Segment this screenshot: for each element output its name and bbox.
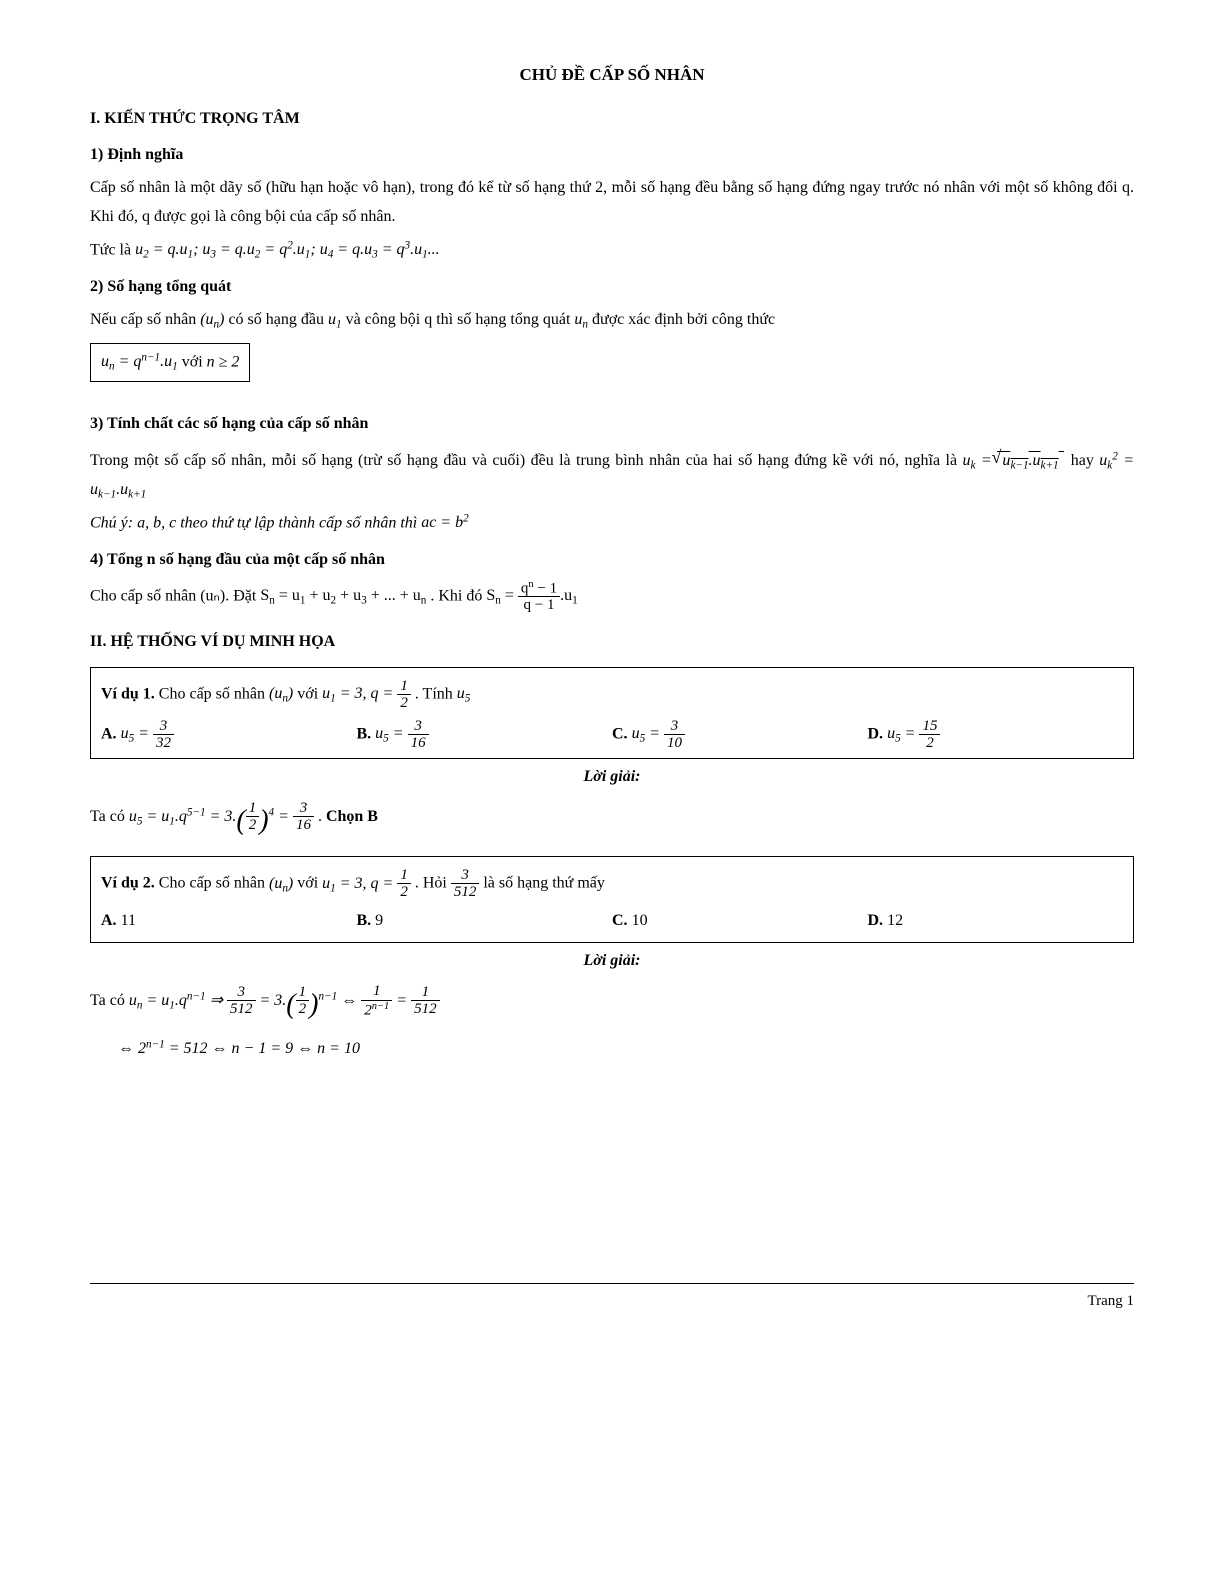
example-2-options: A. 11 B. 9 C. 10 D. 12 — [101, 907, 1123, 936]
solution-line2-formula: ⇔ 2n−1 = 512 ⇔ n − 1 = 9 ⇔ n = 10 — [118, 1040, 360, 1057]
text-b: có số hạng đầu — [228, 311, 328, 328]
option-a: A. 11 — [101, 907, 357, 936]
given-values: u1 = 3, q = 12 — [322, 685, 411, 702]
solution-2-label: Lời giải: — [90, 947, 1134, 976]
subsection-4-heading: 4) Tổng n số hạng đầu của một cấp số nhâ… — [90, 546, 1134, 575]
opt-val: 9 — [371, 912, 383, 929]
note-paragraph: Chú ý: a, b, c theo thứ tự lập thành cấp… — [90, 509, 1134, 538]
page-title: CHỦ ĐỀ CẤP SỐ NHÂN — [90, 60, 1134, 91]
text-a: Cho cấp số nhân — [159, 875, 269, 892]
solution-2-line2: ⇔ 2n−1 = 512 ⇔ n − 1 = 9 ⇔ n = 10 — [118, 1034, 1134, 1063]
definition-paragraph: Cấp số nhân là một dãy số (hữu hạn hoặc … — [90, 174, 1134, 232]
target-value: 3512 — [451, 875, 480, 892]
page-footer: Trang 1 — [90, 1283, 1134, 1315]
hay-text: hay — [1071, 452, 1100, 469]
example-label: Ví dụ 1. — [101, 685, 155, 702]
formula-sequence: u2 = q.u1; u3 = q.u2 = q2.u1; u4 = q.u3 … — [135, 241, 440, 258]
opt-label: A. — [101, 725, 117, 742]
example-2-question: Ví dụ 2. Cho cấp số nhân (un) với u1 = 3… — [101, 867, 1123, 901]
option-b: B. u5 = 316 — [357, 718, 613, 752]
note-formula: ac = b2 — [421, 514, 469, 531]
example-1-question: Ví dụ 1. Cho cấp số nhân (un) với u1 = 3… — [101, 678, 1123, 712]
opt-label: A. — [101, 912, 117, 929]
text-c: và công bội q thì số hạng tổng quát — [346, 311, 575, 328]
text-b: . — [318, 808, 326, 825]
formula-box: un = qn−1.u1 với n ≥ 2 — [90, 343, 250, 382]
un-symbol: (un) — [269, 685, 293, 702]
u1-symbol: u1 — [328, 311, 342, 328]
opt-label: B. — [357, 912, 372, 929]
sum-formula: Sn = qn − 1q − 1.u1 — [486, 587, 577, 604]
find-u5: u5 — [457, 685, 471, 702]
solution-formula: u5 = u1.q5−1 = 3.(12)4 = 316 — [129, 808, 314, 825]
un-symbol-2: un — [574, 311, 588, 328]
prefix-text: Tức là — [90, 241, 135, 258]
opt-label: C. — [612, 912, 628, 929]
opt-val: 11 — [117, 912, 136, 929]
note-text: Chú ý: a, b, c theo thứ tự lập thành cấp… — [90, 514, 421, 531]
solution-2-line1: Ta có un = u1.qn−1 ⇒ 3512 = 3.(12)n−1 ⇔ … — [90, 980, 1134, 1030]
solution-line1-formula: un = u1.qn−1 ⇒ 3512 = 3.(12)n−1 ⇔ 12n−1 … — [129, 992, 440, 1009]
option-a: A. u5 = 332 — [101, 718, 357, 752]
text-b: với — [297, 875, 322, 892]
text-a: Ta có — [90, 808, 129, 825]
general-term-formula: un = qn−1.u1 — [101, 353, 178, 370]
text-c: . Tính — [415, 685, 457, 702]
option-d: D. 12 — [868, 907, 1124, 936]
text-a: Ta có — [90, 992, 129, 1009]
opt-label: D. — [868, 912, 884, 929]
text-c: . Hỏi — [415, 875, 451, 892]
sqrt-formula: uk = uk−1.uk+1 — [962, 452, 1064, 469]
subsection-2-heading: 2) Số hạng tổng quát — [90, 273, 1134, 302]
option-d: D. u5 = 152 — [868, 718, 1124, 752]
opt-val: 12 — [883, 912, 903, 929]
section-1-heading: I. KIẾN THỨC TRỌNG TÂM — [90, 105, 1134, 134]
choose-text: Chọn B — [326, 808, 378, 825]
example-label: Ví dụ 2. — [101, 875, 155, 892]
condition: n ≥ 2 — [207, 353, 240, 370]
opt-label: C. — [612, 725, 628, 742]
solution-1-label: Lời giải: — [90, 763, 1134, 792]
opt-label: D. — [868, 725, 884, 742]
subsection-1-heading: 1) Định nghĩa — [90, 141, 1134, 170]
text-d: là số hạng thứ mấy — [483, 875, 605, 892]
text-b: với — [297, 685, 322, 702]
property-paragraph: Trong một số cấp số nhân, mỗi số hạng (t… — [90, 443, 1134, 505]
opt-label: B. — [357, 725, 372, 742]
text-d: được xác định bởi công thức — [592, 311, 775, 328]
text-a: Nếu cấp số nhân — [90, 311, 200, 328]
option-c: C. u5 = 310 — [612, 718, 868, 752]
example-2-box: Ví dụ 2. Cho cấp số nhân (un) với u1 = 3… — [90, 856, 1134, 943]
un-symbol: (un) — [269, 875, 293, 892]
given-values: u1 = 3, q = 12 — [322, 875, 411, 892]
sum-paragraph: Cho cấp số nhân (uₙ). Đặt Sn = u1 + u2 +… — [90, 579, 1134, 614]
text-a: Cho cấp số nhân — [159, 685, 269, 702]
section-2-heading: II. HỆ THỐNG VÍ DỤ MINH HỌA — [90, 628, 1134, 657]
with-text: với — [182, 353, 207, 370]
subsection-3-heading: 3) Tính chất các số hạng của cấp số nhân — [90, 410, 1134, 439]
example-1-box: Ví dụ 1. Cho cấp số nhân (un) với u1 = 3… — [90, 667, 1134, 759]
option-c: C. 10 — [612, 907, 868, 936]
un-symbol: (un) — [200, 311, 224, 328]
definition-formula-line: Tức là u2 = q.u1; u3 = q.u2 = q2.u1; u4 … — [90, 236, 1134, 265]
example-1-options: A. u5 = 332 B. u5 = 316 C. u5 = 310 D. u… — [101, 718, 1123, 752]
text-b: . Khi đó — [430, 587, 486, 604]
solution-1-text: Ta có u5 = u1.q5−1 = 3.(12)4 = 316 . Chọ… — [90, 796, 1134, 846]
opt-val: 10 — [628, 912, 648, 929]
text-a: Cho cấp số nhân (uₙ). Đặt — [90, 587, 260, 604]
general-term-paragraph: Nếu cấp số nhân (un) có số hạng đầu u1 v… — [90, 306, 1134, 335]
option-b: B. 9 — [357, 907, 613, 936]
sum-def: Sn = u1 + u2 + u3 + ... + un — [260, 587, 426, 604]
text-a: Trong một số cấp số nhân, mỗi số hạng (t… — [90, 452, 962, 469]
